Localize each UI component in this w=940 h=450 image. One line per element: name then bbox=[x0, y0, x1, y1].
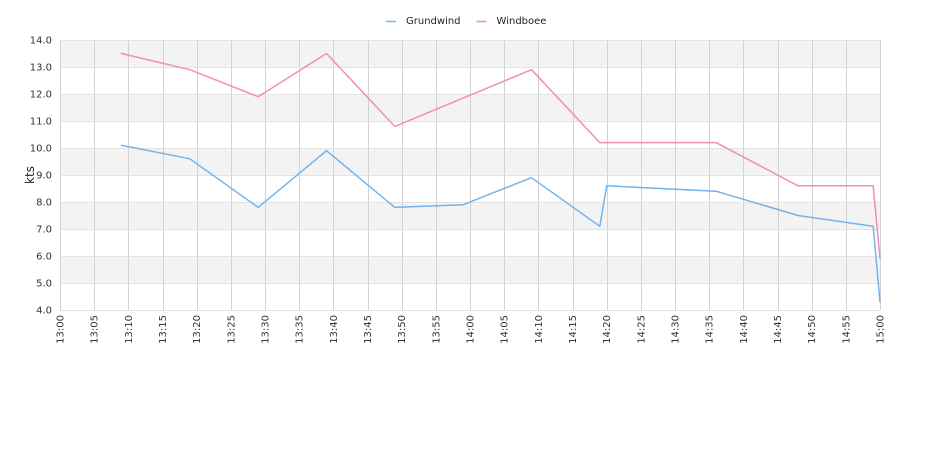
y-tick-label: 10.0 bbox=[30, 144, 52, 155]
x-tick-label: 14:55 bbox=[841, 315, 852, 344]
x-tick-label: 13:45 bbox=[363, 315, 374, 344]
x-tick-label: 13:35 bbox=[295, 315, 306, 344]
x-tick-label: 15:00 bbox=[876, 315, 887, 344]
y-tick-label: 5.0 bbox=[36, 279, 52, 290]
y-tick-label: 4.0 bbox=[36, 306, 52, 317]
x-tick-label: 14:30 bbox=[671, 315, 682, 344]
x-tick-label: 14:05 bbox=[500, 315, 511, 344]
y-tick-label: 11.0 bbox=[30, 117, 52, 128]
x-tick-label: 13:50 bbox=[397, 315, 408, 344]
legend[interactable]: Grundwind Windboee bbox=[386, 16, 546, 27]
legend-item-grundwind[interactable]: Grundwind bbox=[386, 16, 461, 27]
x-tick-label: 13:20 bbox=[192, 315, 203, 344]
legend-label: Grundwind bbox=[406, 16, 461, 27]
x-tick-label: 13:05 bbox=[90, 315, 101, 344]
x-tick-label: 13:25 bbox=[226, 315, 237, 344]
x-tick-label: 14:15 bbox=[568, 315, 579, 344]
x-tick-label: 14:45 bbox=[773, 315, 784, 344]
y-tick-label: 14.0 bbox=[30, 36, 52, 47]
series-layer bbox=[120, 52, 881, 303]
x-tick-label: 14:25 bbox=[636, 315, 647, 344]
x-tick-label: 13:10 bbox=[124, 315, 135, 344]
y-tick-label: 8.0 bbox=[36, 198, 52, 209]
x-tick-label: 13:40 bbox=[329, 315, 340, 344]
y-axis-tick-labels: 4.0 5.0 6.0 7.0 8.0 9.0 10.0 11.0 12.0 13.0 14.0 bbox=[30, 36, 52, 317]
x-tick-label: 14:20 bbox=[602, 315, 613, 344]
x-tick-label: 14:10 bbox=[534, 315, 545, 344]
series-line-grundwind[interactable] bbox=[120, 144, 881, 303]
x-tick-label: 14:35 bbox=[705, 315, 716, 344]
y-tick-label: 9.0 bbox=[36, 171, 52, 182]
legend-item-windboee[interactable]: Windboee bbox=[476, 16, 547, 27]
x-tick-label: 13:30 bbox=[261, 315, 272, 344]
y-tick-label: 13.0 bbox=[30, 63, 52, 74]
x-tick-label: 13:15 bbox=[158, 315, 169, 344]
x-tick-label: 14:00 bbox=[466, 315, 477, 344]
x-tick-label: 14:40 bbox=[739, 315, 750, 344]
x-tick-label: 13:00 bbox=[56, 315, 67, 344]
y-axis-label: kts bbox=[23, 166, 37, 184]
y-tick-label: 12.0 bbox=[30, 90, 52, 101]
legend-label: Windboee bbox=[497, 16, 547, 27]
x-tick-label: 14:50 bbox=[807, 315, 818, 344]
x-tick-label: 13:55 bbox=[431, 315, 442, 344]
x-axis-tick-labels: 13:00 13:05 13:10 13:15 13:20 13:25 13:30 13:35… bbox=[56, 315, 887, 344]
y-tick-label: 6.0 bbox=[36, 252, 52, 263]
series-line-windboee[interactable] bbox=[120, 52, 881, 260]
y-tick-label: 7.0 bbox=[36, 225, 52, 236]
